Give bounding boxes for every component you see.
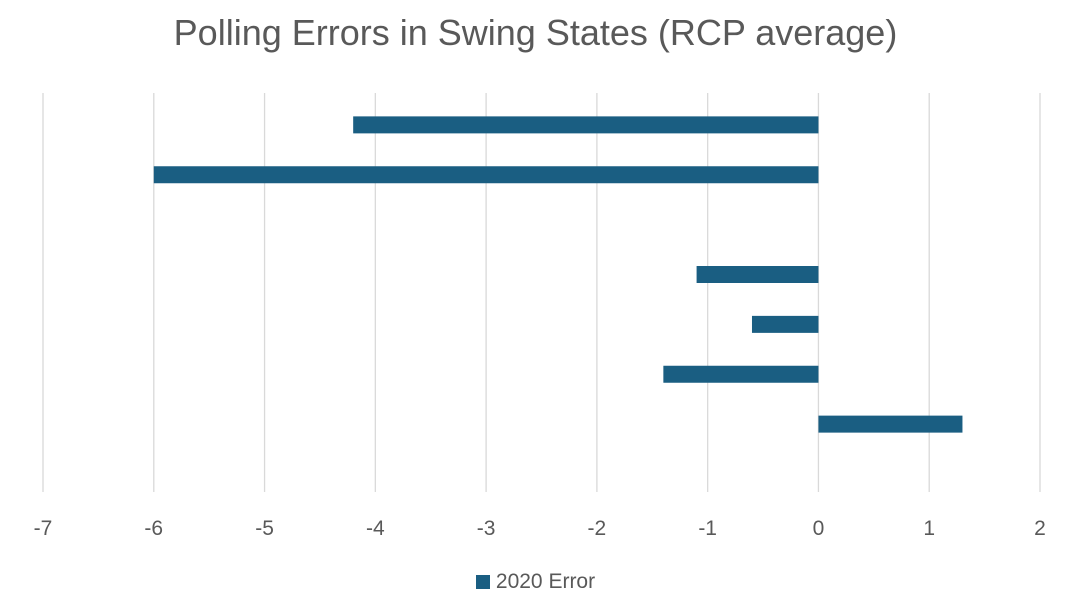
x-tick-label-6: -1 [698, 517, 717, 540]
x-tick-label-2: -5 [255, 517, 274, 540]
legend-label: 2020 Error [495, 570, 596, 593]
bar-4 [751, 315, 819, 333]
chart-title: Polling Errors in Swing States (RCP aver… [173, 12, 898, 53]
legend-swatch [475, 575, 490, 589]
x-tick-label-1: -6 [144, 517, 163, 540]
x-tick-label-7: 0 [813, 517, 825, 540]
chart-legend: 2020 Error [0, 570, 1071, 594]
bar-3 [696, 266, 819, 283]
x-tick-label-5: -2 [588, 517, 607, 540]
x-tick-label-3: -4 [366, 517, 385, 540]
x-tick-label-9: 2 [1034, 517, 1046, 540]
x-tick-label-8: 1 [923, 517, 935, 540]
x-tick-label-4: -3 [477, 517, 496, 540]
bar-6 [818, 415, 963, 433]
bar-0 [353, 116, 819, 134]
bar-5 [663, 365, 819, 383]
x-tick-label-0: -7 [34, 517, 53, 540]
bar-1 [153, 166, 819, 184]
